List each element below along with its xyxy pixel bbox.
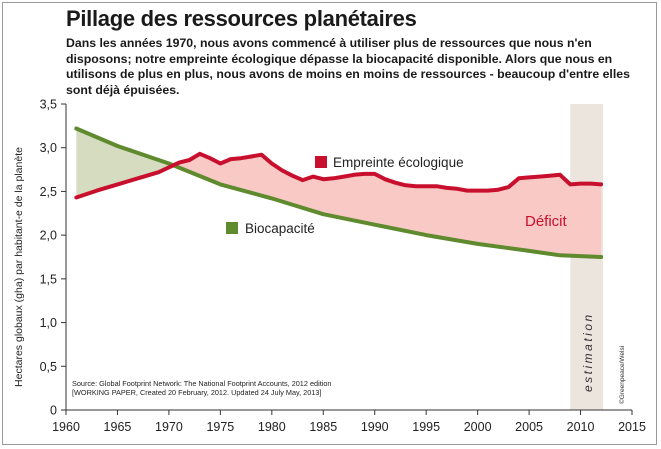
biocapacity-line [74, 126, 604, 259]
y-tick-label: 1,5 [40, 272, 57, 286]
surplus-area [76, 128, 172, 198]
y-axis-label: Hectares globaux (gha) par habitant-e de… [13, 147, 25, 387]
y-tick-label: 3,0 [40, 141, 57, 155]
y-tick-label: 2,0 [40, 229, 57, 243]
chart-subtitle: Dans les années 1970, nous avons commenc… [66, 36, 630, 97]
chart-title: Pillage des ressources planétaires [66, 6, 417, 31]
x-tick-label: 1975 [206, 420, 234, 434]
estimation-label: estimation [581, 312, 595, 392]
x-tick-label: 2005 [515, 420, 543, 434]
legend-biocapacity-label: Biocapacité [245, 221, 315, 236]
x-tick-label: 1960 [52, 420, 80, 434]
y-tick-label: 0 [50, 404, 57, 418]
x-tick-label: 1965 [104, 420, 132, 434]
x-tick-label: 2000 [464, 420, 492, 434]
credit-label: ©Greenpeace/Welsi [618, 346, 626, 404]
x-tick-label: 1970 [155, 420, 183, 434]
y-tick-label: 2,5 [40, 185, 57, 199]
x-tick-label: 2015 [618, 420, 646, 434]
x-tick-label: 1990 [361, 420, 389, 434]
y-tick-label: 1,0 [40, 316, 57, 330]
deficit-area [174, 153, 602, 257]
x-tick-label: 2010 [567, 420, 595, 434]
deficit-label: Déficit [525, 213, 568, 230]
source-line-1: Source: Global Footprint Network: The Na… [72, 379, 331, 388]
x-tick-label: 1985 [309, 420, 337, 434]
source-line-2: [WORKING PAPER, Created 20 February, 201… [72, 388, 321, 397]
legend-biocapacity-swatch [226, 222, 238, 234]
y-tick-label: 0,5 [40, 360, 57, 374]
x-tick-label: 1980 [258, 420, 286, 434]
legend-footprint-label: Empreinte écologique [333, 155, 464, 170]
legend-footprint-swatch [315, 156, 327, 168]
x-tick-label: 1995 [412, 420, 440, 434]
y-tick-label: 3,5 [40, 98, 57, 112]
footprint-line [74, 151, 604, 200]
